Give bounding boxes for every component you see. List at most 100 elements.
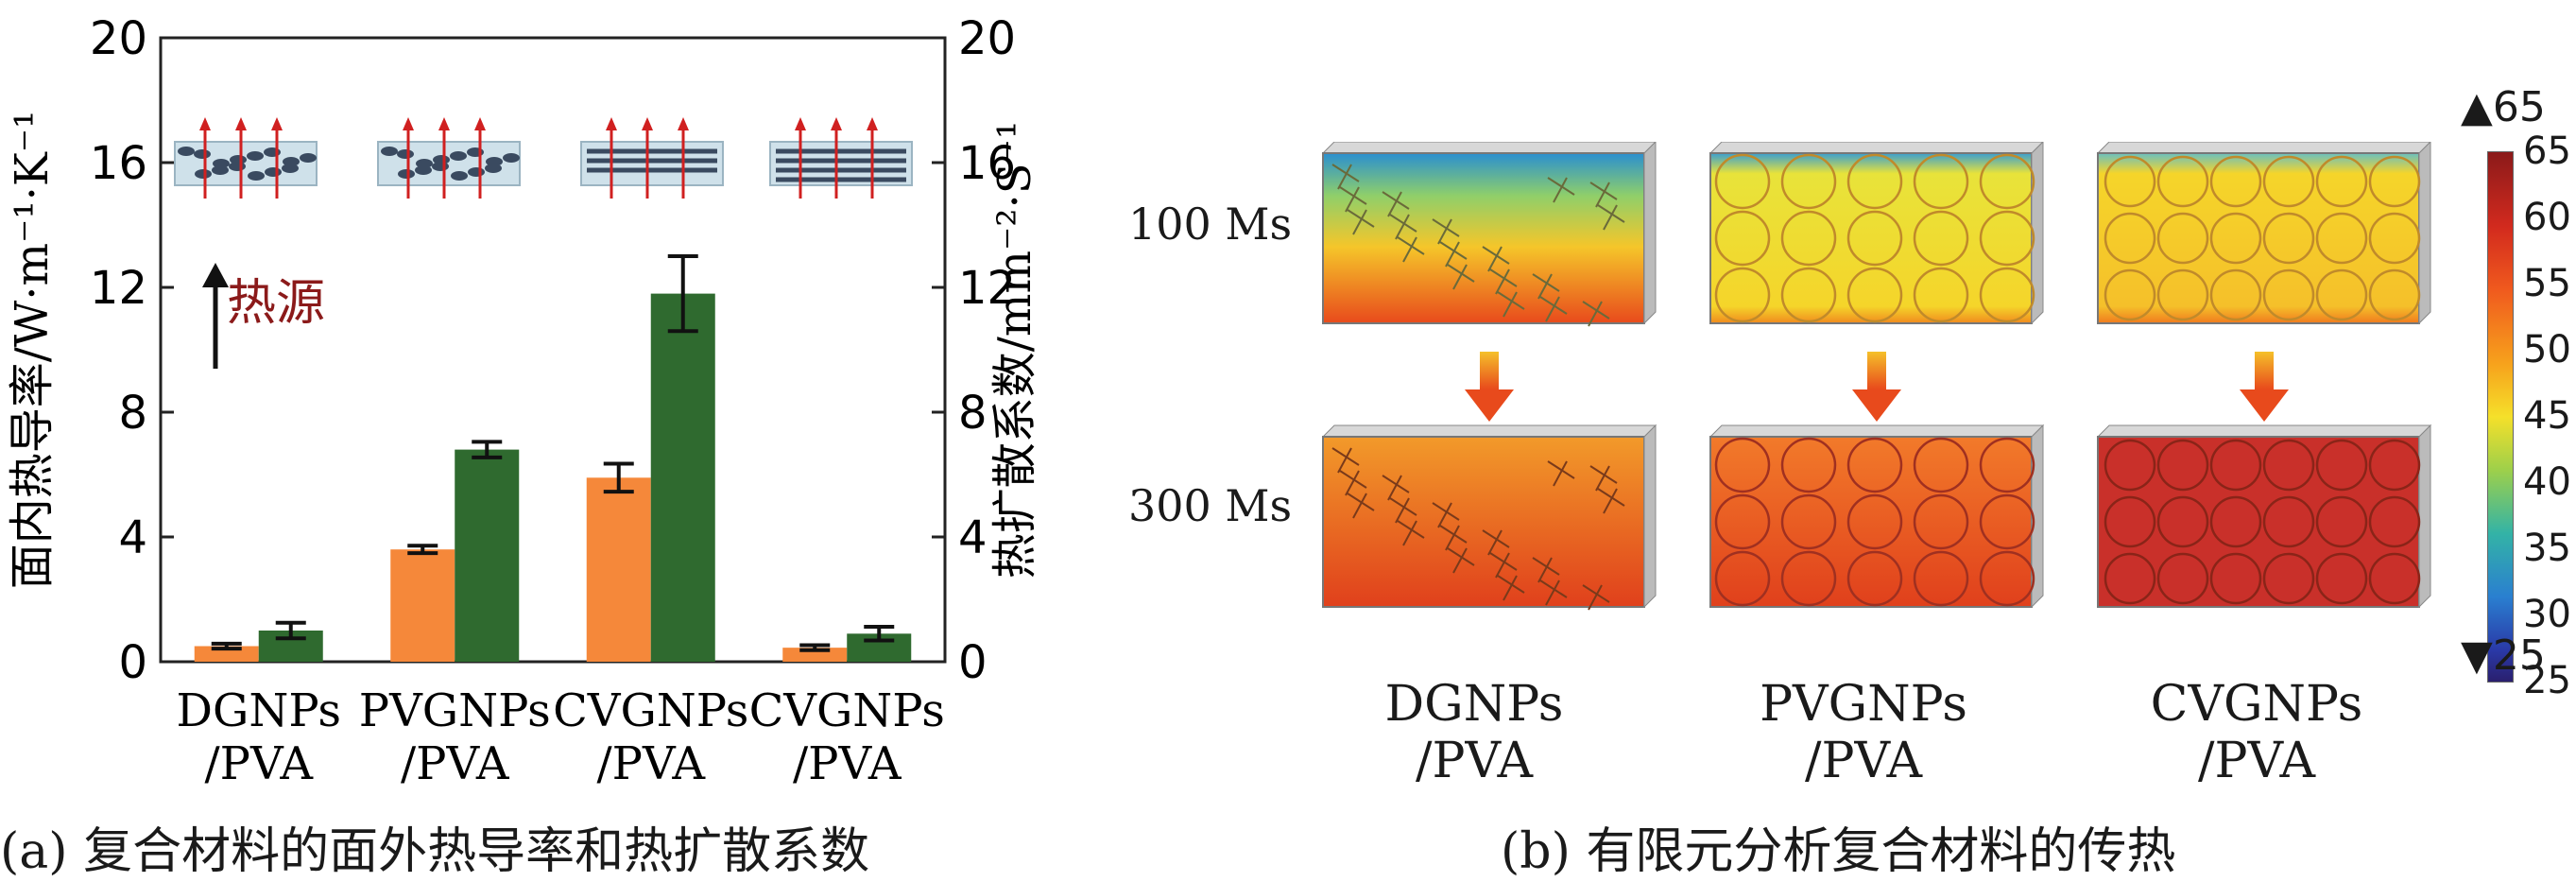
sheet-line (1437, 218, 1452, 245)
sheet-line (1588, 301, 1603, 327)
colorbar-tick-label: 65 (2523, 130, 2571, 173)
filler-circle (2262, 212, 2315, 265)
inset-particle (195, 169, 212, 179)
caption-b: (b) 有限元分析复合材料的传热 (1501, 823, 2176, 880)
filler-circle (1846, 153, 1903, 210)
x-category-label: CVGNPs (553, 684, 748, 737)
inset-particle (432, 162, 449, 171)
colorbar-max: ▲65 (2461, 83, 2546, 131)
sheet-line (1339, 186, 1367, 205)
filler-circle (2209, 155, 2262, 208)
inset-box (580, 141, 724, 186)
filler-circle (2368, 552, 2421, 605)
sheet-line (1545, 579, 1560, 606)
right-tick-label: 4 (958, 511, 987, 564)
sheet-line (1331, 164, 1360, 182)
colorbar-tick-label: 35 (2523, 527, 2571, 570)
sheet-line (1339, 470, 1367, 489)
slab-side (1643, 424, 1657, 609)
right-tick-label: 8 (958, 387, 987, 440)
filler-circle (1780, 210, 1837, 267)
inset-arrowhead (199, 117, 211, 130)
sheet-line (1537, 273, 1553, 300)
sheet-line (1452, 264, 1468, 290)
filler-circle (2368, 495, 2421, 548)
colorbar-tick-label: 55 (2523, 262, 2571, 305)
sheet-line (1489, 268, 1518, 287)
filler-circle (1913, 267, 1969, 323)
sim-label-line2: /PVA (1415, 733, 1534, 789)
sheet-line (1487, 529, 1503, 556)
time-arrow-shaft (1480, 352, 1499, 389)
sim-label-line2: /PVA (2197, 733, 2316, 789)
sheet-line (1603, 204, 1618, 231)
sheet-line (1397, 236, 1425, 255)
filler-circle (2262, 268, 2315, 321)
filler-circle (2209, 212, 2262, 265)
sheet-line (1337, 447, 1352, 474)
slab-side (2031, 424, 2044, 609)
filler-circle (2262, 495, 2315, 548)
inset-particle (282, 164, 299, 173)
colorbar-min: ▼25 (2461, 631, 2546, 680)
sim-label-pvgnps: PVGNPs/PVA (1722, 676, 2005, 789)
sheet-line (1497, 575, 1525, 594)
filler-circle (2315, 495, 2368, 548)
sheet-line (1539, 296, 1568, 315)
filler-circle (1979, 437, 2035, 493)
sheet-line (1495, 268, 1510, 295)
filler-circle (1714, 493, 1771, 550)
filler-circle (1780, 267, 1837, 323)
bars (194, 254, 912, 662)
filler-circle (1913, 550, 1969, 607)
sheet-line (1352, 493, 1367, 519)
chart-a: 0 4 8 12 16 20 0 4 8 12 16 20 热源 面内热导率/W·m⁻¹·K⁻¹ 热… (6, 12, 1039, 790)
filler-circle (1714, 153, 1771, 210)
filler-circle (1979, 550, 2035, 607)
filler-circle (2156, 552, 2209, 605)
filler-circle (2315, 155, 2368, 208)
filler-circle (2262, 552, 2315, 605)
sheet-line (1432, 502, 1460, 521)
sheet-line (1402, 520, 1417, 546)
slab-side (2031, 142, 2044, 325)
filler-circle (2156, 495, 2209, 548)
inset-arrowhead (606, 117, 617, 130)
sheet-line (1439, 241, 1468, 260)
filler-circle (1979, 267, 2035, 323)
left-tick-label: 0 (118, 636, 147, 689)
x-category-label: /PVA (401, 737, 510, 790)
left-tick-label: 20 (90, 12, 147, 65)
sheet-line (1595, 465, 1610, 492)
bar (390, 549, 455, 662)
inset-box (377, 141, 521, 186)
heat-source-arrow (202, 263, 229, 369)
colorbar-tick-label: 50 (2523, 328, 2571, 372)
x-category-label: CVGNPs (749, 684, 945, 737)
left-tick-label: 4 (118, 511, 147, 564)
inset-arrowhead (474, 117, 486, 130)
sheet-line (1482, 529, 1510, 548)
heat-source-label: 热源 (227, 275, 325, 332)
sheet-line (1439, 525, 1468, 544)
inset-particle (450, 151, 467, 161)
filler-circle (2104, 155, 2156, 208)
right-tick-label: 20 (958, 12, 1016, 65)
right-tick-label: 16 (958, 137, 1016, 190)
sheet-line (1487, 246, 1503, 272)
slab-top (1321, 142, 1657, 154)
inset-arrowhead (403, 117, 414, 130)
inset-particle (381, 147, 398, 156)
filler-circle (1714, 267, 1771, 323)
filler-circle (2209, 439, 2262, 492)
filler-circle (1846, 550, 1903, 607)
plot-frame (159, 36, 947, 664)
filler-circle (2368, 268, 2421, 321)
sheet-line (1389, 497, 1417, 516)
filler-circle (2368, 212, 2421, 265)
sheet-line (1402, 236, 1417, 263)
sheet-line (1382, 191, 1410, 210)
time-arrow-head (2240, 389, 2289, 422)
sheet-line (1545, 296, 1560, 322)
slab-top (2096, 424, 2432, 438)
